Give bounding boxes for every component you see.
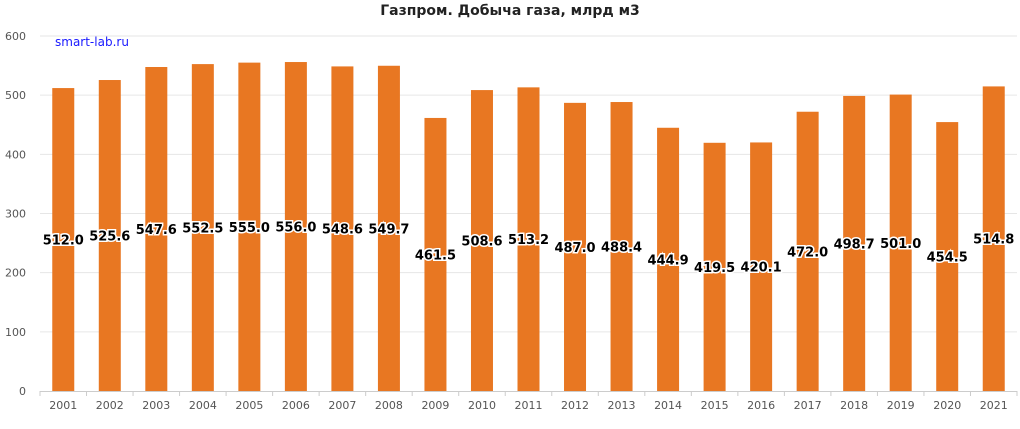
bar-2011[interactable] [517,87,540,392]
x-tick-label: 2012 [561,399,589,412]
chart-title: Газпром. Добыча газа, млрд м3 [380,3,640,19]
bar-2005[interactable] [238,62,261,391]
data-label: 513.2 [508,233,549,248]
watermark-link[interactable]: smart-lab.ru [55,35,129,49]
bar-2001[interactable] [52,88,75,392]
bar-2016[interactable] [750,142,773,391]
data-label: 498.7 [834,237,875,252]
bar-2007[interactable] [331,66,354,391]
x-tick-label: 2020 [933,399,961,412]
bar-2010[interactable] [470,90,493,391]
bar-2014[interactable] [657,127,680,391]
x-tick-label: 2019 [887,399,915,412]
x-tick-label: 2008 [375,399,403,412]
x-tick-label: 2018 [840,399,868,412]
y-tick-label: 300 [5,208,26,221]
bar-2020[interactable] [936,122,959,392]
x-tick-label: 2017 [794,399,822,412]
y-tick-label: 100 [5,326,26,339]
x-tick-label: 2014 [654,399,682,412]
y-tick-label: 500 [5,89,26,102]
data-label: 552.5 [182,222,223,237]
bar-2015[interactable] [703,142,726,391]
data-label: 420.1 [741,261,782,276]
x-tick-label: 2009 [421,399,449,412]
bar-2008[interactable] [377,65,400,391]
data-label: 488.4 [601,241,642,256]
x-tick-label: 2016 [747,399,775,412]
y-tick-label: 600 [5,30,26,43]
data-label: 444.9 [648,253,689,268]
x-tick-label: 2004 [189,399,217,412]
bar-2019[interactable] [889,94,912,391]
x-tick-label: 2021 [980,399,1008,412]
y-tick-label: 0 [19,385,26,398]
data-label: 549.7 [368,222,409,237]
data-label: 461.5 [415,248,456,263]
bar-2009[interactable] [424,117,447,391]
y-tick-label: 400 [5,148,26,161]
bar-2021[interactable] [982,86,1005,391]
x-tick-label: 2001 [49,399,77,412]
bar-2006[interactable] [284,62,307,392]
x-tick-label: 2007 [328,399,356,412]
bar-2003[interactable] [145,67,168,392]
data-label: 508.6 [461,235,502,250]
data-label: 501.0 [880,237,921,252]
data-label: 487.0 [554,241,595,256]
bar-2018[interactable] [843,95,866,391]
data-label: 547.6 [136,223,177,238]
x-tick-label: 2002 [96,399,124,412]
data-label: 512.0 [43,234,84,249]
data-label: 555.0 [229,221,270,236]
x-tick-label: 2005 [235,399,263,412]
x-tick-label: 2013 [608,399,636,412]
data-label: 525.6 [89,230,130,245]
x-tick-label: 2011 [515,399,543,412]
data-label: 472.0 [787,245,828,260]
bar-2017[interactable] [796,111,819,391]
data-label: 419.5 [694,261,735,276]
bar-2002[interactable] [98,80,121,392]
x-tick-label: 2010 [468,399,496,412]
x-tick-label: 2003 [142,399,170,412]
bar-2012[interactable] [564,102,587,391]
bar-2004[interactable] [191,64,214,392]
x-tick-label: 2006 [282,399,310,412]
y-tick-label: 200 [5,267,26,280]
data-label: 454.5 [927,251,968,266]
data-label: 556.0 [275,221,316,236]
data-label: 548.6 [322,223,363,238]
x-tick-label: 2015 [701,399,729,412]
data-label: 514.8 [973,233,1014,248]
bar-2013[interactable] [610,102,633,391]
